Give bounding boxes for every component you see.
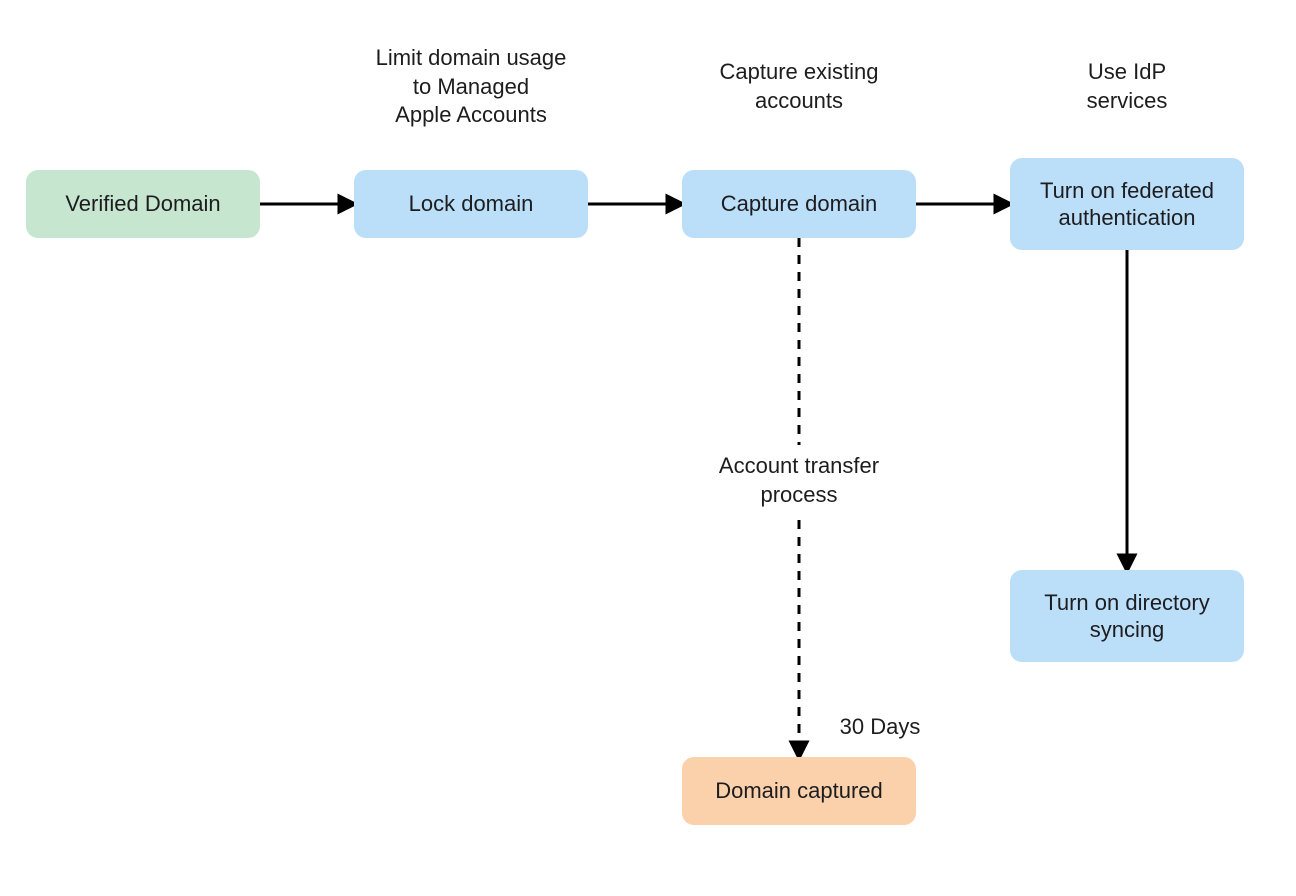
edges-layer xyxy=(0,0,1296,896)
node-lock-domain: Lock domain xyxy=(354,170,588,238)
node-verified-domain: Verified Domain xyxy=(26,170,260,238)
node-federated-auth: Turn on federated authentication xyxy=(1010,158,1244,250)
flowchart-canvas: Verified Domain Lock domain Capture doma… xyxy=(0,0,1296,896)
node-capture-domain: Capture domain xyxy=(682,170,916,238)
caption-account-transfer: Account transfer process xyxy=(669,452,929,509)
node-label: Lock domain xyxy=(409,190,534,218)
caption-idp-services: Use IdP services xyxy=(1027,58,1227,115)
caption-30-days: 30 Days xyxy=(820,713,940,742)
node-directory-syncing: Turn on directory syncing xyxy=(1010,570,1244,662)
node-domain-captured: Domain captured xyxy=(682,757,916,825)
node-label: Capture domain xyxy=(721,190,878,218)
node-label: Verified Domain xyxy=(65,190,220,218)
caption-lock-domain: Limit domain usage to Managed Apple Acco… xyxy=(321,44,621,130)
caption-capture-accounts: Capture existing accounts xyxy=(669,58,929,115)
node-label: Domain captured xyxy=(715,777,883,805)
node-label: Turn on federated authentication xyxy=(1020,177,1234,232)
node-label: Turn on directory syncing xyxy=(1020,589,1234,644)
